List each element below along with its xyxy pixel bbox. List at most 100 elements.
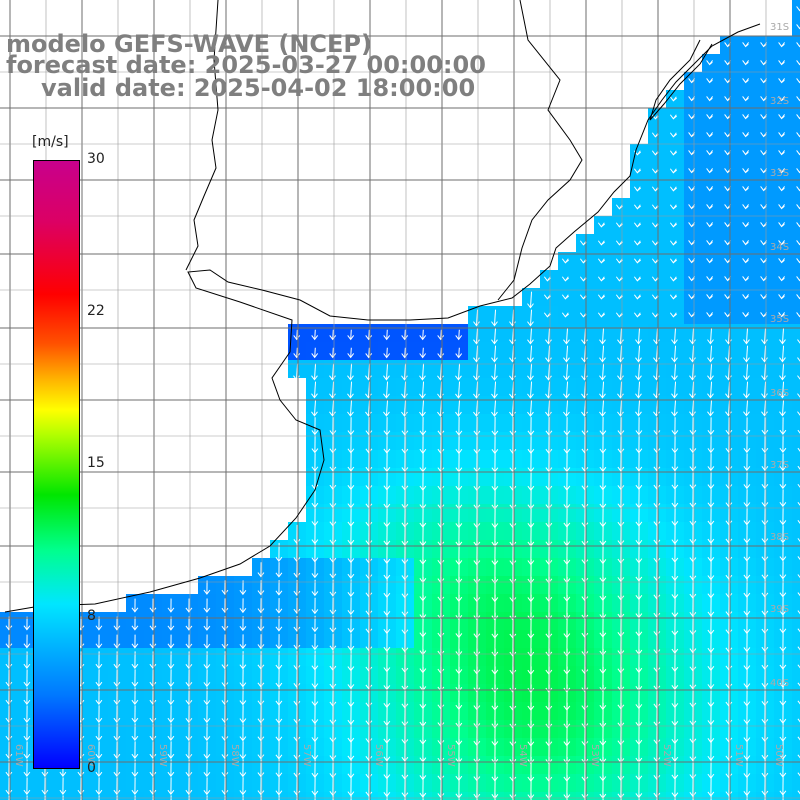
wind-arrow [601, 345, 605, 362]
wind-arrowhead [167, 681, 175, 688]
wind-arrowhead [651, 186, 659, 192]
wind-arrowhead [742, 168, 749, 174]
wind-cell [792, 180, 800, 198]
wind-arrow [511, 363, 515, 380]
wind-arrowhead [275, 754, 283, 760]
wind-arrowhead [401, 353, 409, 359]
longitude-label: 61W [13, 744, 24, 767]
wind-arrowhead [671, 430, 679, 436]
wind-arrowhead [95, 771, 103, 777]
wind-arrowhead [221, 754, 229, 760]
wind-cell [792, 774, 800, 792]
wind-arrowhead [383, 393, 390, 399]
wind-arrow [475, 381, 479, 398]
wind-arrowhead [706, 60, 713, 66]
wind-arrowhead [221, 589, 229, 596]
wind-arrowhead [760, 96, 767, 102]
wind-arrowhead [779, 646, 787, 652]
wind-arrowhead [347, 375, 354, 381]
wind-arrowhead [275, 700, 283, 706]
wind-arrow [619, 327, 623, 344]
wind-arrow [439, 399, 443, 417]
wind-arrowhead [293, 626, 301, 632]
wind-arrow [745, 327, 749, 344]
wind-arrow [745, 345, 749, 362]
wind-arrowhead [779, 538, 787, 544]
wind-arrowhead [635, 339, 642, 345]
wind-arrowhead [401, 375, 408, 381]
wind-arrowhead [671, 375, 678, 381]
wind-arrowhead [707, 393, 714, 399]
wind-arrowhead [760, 114, 767, 120]
wind-cell [792, 612, 800, 630]
wind-arrowhead [635, 375, 642, 381]
wind-arrowhead [561, 276, 569, 282]
wind-arrowhead [653, 466, 661, 472]
wind-arrowhead [688, 186, 695, 192]
wind-cell [792, 738, 800, 756]
wind-arrowhead [311, 609, 319, 615]
wind-arrowhead [669, 294, 677, 300]
wind-arrowhead [149, 717, 157, 724]
wind-arrowhead [707, 466, 715, 472]
wind-arrowhead [761, 375, 768, 381]
wind-arrowhead [239, 664, 247, 670]
wind-arrow [583, 327, 587, 344]
wind-arrowhead [203, 682, 211, 688]
wind-arrowhead [797, 592, 800, 597]
wind-arrow [367, 381, 371, 398]
wind-arrowhead [23, 663, 31, 669]
wind-arrowhead [707, 375, 714, 381]
wind-arrowhead [597, 312, 605, 318]
wind-arrow [457, 363, 461, 380]
wind-arrowhead [113, 789, 121, 795]
wind-arrowhead [365, 592, 373, 598]
wind-arrowhead [455, 375, 462, 381]
wind-arrowhead [778, 312, 785, 318]
wind-arrowhead [779, 754, 787, 760]
wind-arrowhead [651, 168, 659, 174]
wind-arrowhead [311, 375, 318, 381]
wind-arrowhead [563, 430, 571, 436]
wind-arrowhead [203, 700, 211, 706]
wind-arrowhead [688, 312, 695, 318]
wind-arrowhead [23, 753, 31, 759]
longitude-label: 53W [589, 744, 600, 767]
wind-arrowhead [347, 645, 355, 652]
wind-arrowhead [185, 664, 193, 670]
wind-arrowhead [347, 448, 355, 454]
wind-arrowhead [113, 735, 121, 741]
wind-arrowhead [203, 771, 211, 778]
wind-arrowhead [669, 114, 677, 120]
longitude-label: 55W [445, 744, 456, 767]
wind-arrowhead [779, 465, 787, 472]
wind-arrowhead [113, 643, 121, 649]
wind-arrow [655, 399, 659, 416]
longitude-label: 51W [733, 744, 744, 767]
wind-cell [792, 144, 800, 162]
wind-arrowhead [167, 771, 175, 778]
wind-arrow [619, 381, 623, 398]
wind-arrowhead [239, 682, 247, 688]
wind-cell [792, 792, 800, 800]
wind-arrow [655, 381, 659, 398]
wind-arrowhead [131, 789, 139, 795]
wind-arrow [493, 399, 497, 417]
wind-arrowhead [706, 132, 713, 138]
wind-arrowhead [527, 393, 534, 399]
wind-arrowhead [779, 556, 787, 562]
wind-arrowhead [149, 735, 157, 742]
wind-arrow [655, 327, 659, 344]
wind-arrowhead [742, 42, 749, 48]
wind-arrowhead [257, 644, 265, 650]
wind-arrowhead [491, 411, 498, 417]
wind-arrow [475, 309, 479, 326]
wind-cell [792, 756, 800, 774]
wind-arrowhead [365, 448, 373, 454]
wind-arrowhead [167, 735, 175, 742]
wind-arrowhead [257, 754, 265, 760]
wind-arrowhead [599, 339, 606, 345]
wind-arrowhead [797, 465, 800, 470]
wind-arrow [457, 399, 461, 417]
